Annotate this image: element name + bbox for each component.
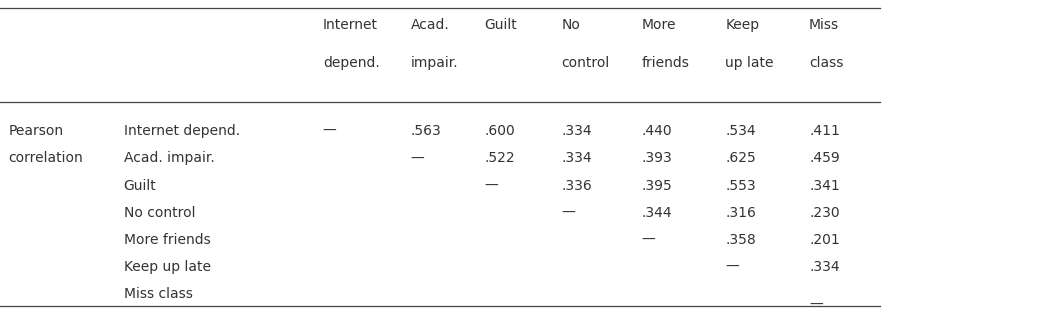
Text: .334: .334 xyxy=(809,260,839,274)
Text: Keep: Keep xyxy=(725,18,760,32)
Text: More: More xyxy=(641,18,676,32)
Text: Miss class: Miss class xyxy=(124,287,193,301)
Text: .522: .522 xyxy=(484,151,515,165)
Text: .358: .358 xyxy=(725,233,756,247)
Text: Miss: Miss xyxy=(809,18,839,32)
Text: .201: .201 xyxy=(809,233,839,247)
Text: Acad.: Acad. xyxy=(411,18,450,32)
Text: —: — xyxy=(484,179,498,193)
Text: More friends: More friends xyxy=(124,233,211,247)
Text: correlation: correlation xyxy=(8,151,83,165)
Text: up late: up late xyxy=(725,56,773,70)
Text: —: — xyxy=(411,151,424,165)
Text: —: — xyxy=(323,124,336,138)
Text: .393: .393 xyxy=(641,151,672,165)
Text: No: No xyxy=(562,18,581,32)
Text: class: class xyxy=(809,56,844,70)
Text: Pearson: Pearson xyxy=(8,124,64,138)
Text: No control: No control xyxy=(124,206,195,220)
Text: .395: .395 xyxy=(641,179,672,193)
Text: —: — xyxy=(641,233,655,247)
Text: —: — xyxy=(809,298,823,312)
Text: friends: friends xyxy=(641,56,690,70)
Text: .334: .334 xyxy=(562,124,592,138)
Text: Acad. impair.: Acad. impair. xyxy=(124,151,215,165)
Text: .316: .316 xyxy=(725,206,756,220)
Text: —: — xyxy=(562,206,575,220)
Text: .625: .625 xyxy=(725,151,756,165)
Text: .534: .534 xyxy=(725,124,756,138)
Text: .563: .563 xyxy=(411,124,441,138)
Text: Guilt: Guilt xyxy=(124,179,156,193)
Text: .341: .341 xyxy=(809,179,839,193)
Text: .459: .459 xyxy=(809,151,839,165)
Text: .230: .230 xyxy=(809,206,839,220)
Text: Keep up late: Keep up late xyxy=(124,260,211,274)
Text: .440: .440 xyxy=(641,124,672,138)
Text: —: — xyxy=(725,260,739,274)
Text: .336: .336 xyxy=(562,179,592,193)
Text: depend.: depend. xyxy=(323,56,379,70)
Text: Internet depend.: Internet depend. xyxy=(124,124,240,138)
Text: Guilt: Guilt xyxy=(484,18,517,32)
Text: Internet: Internet xyxy=(323,18,377,32)
Text: .411: .411 xyxy=(809,124,839,138)
Text: .334: .334 xyxy=(562,151,592,165)
Text: .600: .600 xyxy=(484,124,515,138)
Text: impair.: impair. xyxy=(411,56,458,70)
Text: .553: .553 xyxy=(725,179,756,193)
Text: control: control xyxy=(562,56,610,70)
Text: .344: .344 xyxy=(641,206,672,220)
